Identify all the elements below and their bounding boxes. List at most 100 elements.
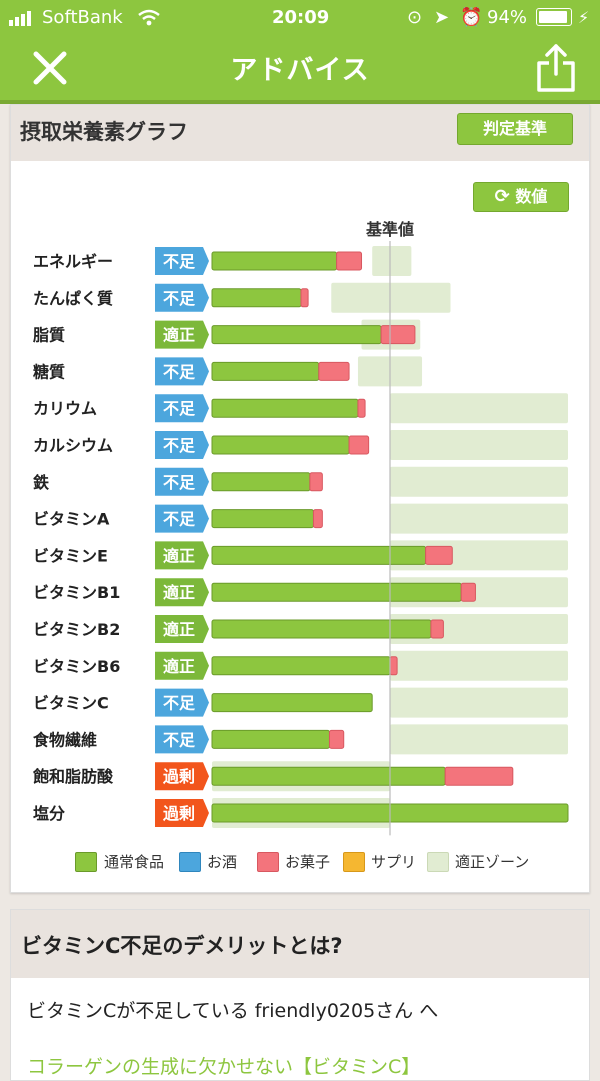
chart-row: ビタミンB2 適正: [33, 614, 568, 644]
nutrient-label: ビタミンA: [33, 510, 110, 529]
alarm-icon: ⏰: [460, 7, 483, 28]
nutrient-label: ビタミンC: [33, 694, 109, 713]
nav-shadow: [0, 100, 600, 104]
status-label: 不足: [163, 399, 196, 418]
nutrient-label: 食物繊維: [32, 730, 97, 749]
zone-band: [372, 246, 412, 276]
chart-row: 食物繊維 不足: [32, 724, 568, 755]
carrier-label: SoftBank: [42, 7, 123, 28]
snack-bar: [300, 288, 309, 308]
battery-percent: 94%: [487, 7, 528, 28]
food-bar: [211, 288, 302, 308]
nutrient-label: たんぱく質: [33, 289, 113, 308]
charging-icon: ⚡: [578, 8, 590, 27]
close-icon[interactable]: [30, 48, 70, 88]
chart-row: ビタミンA 不足: [33, 503, 568, 534]
zone-band: [390, 393, 568, 424]
zone-band: [390, 724, 568, 755]
snack-bar: [380, 325, 416, 345]
toggle-values-label: 数値: [515, 187, 548, 206]
snack-bar: [430, 619, 444, 639]
status-badge: [155, 725, 209, 754]
status-label: 不足: [163, 362, 196, 381]
chart-row: 塩分 過剰: [33, 798, 569, 828]
nutrient-label: 脂質: [33, 326, 65, 345]
food-bar: [211, 325, 382, 345]
snack-bar: [389, 656, 398, 676]
legend-swatch-alcohol: [179, 852, 201, 872]
status-label: 適正: [163, 546, 195, 565]
food-bar: [211, 361, 320, 381]
advice-body: ビタミンCが不足している friendly0205さん へ: [27, 1000, 439, 1022]
status-label: 不足: [163, 436, 196, 455]
chart-row: ビタミンC 不足: [33, 687, 568, 718]
status-label: 不足: [163, 510, 196, 529]
nutrient-graph-card: 摂取栄養素グラフ 判定基準 ⟳ 数値 エネルギー 不足 たんぱく質 不足 脂質 適正 糖質不…: [10, 104, 590, 893]
nutrient-label: ビタミンB2: [33, 620, 120, 639]
food-bar: [211, 582, 462, 602]
snack-bar: [444, 766, 514, 786]
status-badge: [155, 762, 209, 791]
status-badge: [155, 320, 209, 349]
legend: 通常食品 お酒 お菓子 サプリ 適正ゾーン: [11, 850, 589, 872]
status-bar: SoftBank 20:09 ⊙ ➤ ⏰ 94% ⚡: [0, 0, 600, 34]
status-badge: [155, 283, 209, 312]
zone-band: [390, 687, 568, 718]
criteria-button[interactable]: 判定基準: [457, 113, 573, 145]
legend-swatch-supplement: [343, 852, 365, 872]
food-bar: [211, 509, 314, 529]
food-bar: [211, 766, 446, 786]
chart-row: ビタミンB1 適正: [33, 577, 568, 608]
snack-bar: [312, 509, 323, 529]
status-badge: [155, 578, 209, 607]
advice-link[interactable]: コラーゲンの生成に欠かせない【ビタミンC】: [27, 1056, 421, 1078]
status-label: 適正: [163, 657, 195, 676]
food-bar: [211, 619, 432, 639]
chart-row: 鉄 不足: [33, 466, 568, 497]
food-bar: [211, 729, 330, 749]
signal-icon: [9, 11, 31, 26]
zone-band: [390, 430, 568, 460]
status-label: 不足: [163, 730, 196, 749]
food-bar: [211, 398, 359, 418]
food-bar: [211, 472, 311, 492]
legend-label-alcohol: お酒: [207, 853, 238, 871]
status-badge: [155, 651, 209, 680]
snack-bar: [357, 398, 366, 418]
status-badge: [155, 357, 209, 386]
snack-bar: [336, 251, 363, 271]
share-icon[interactable]: [534, 42, 578, 94]
chart-row: 飽和脂肪酸 過剰: [32, 761, 514, 792]
card-title: 摂取栄養素グラフ: [20, 120, 188, 144]
chart-row: エネルギー 不足: [33, 246, 412, 276]
nutrient-label: ビタミンB1: [33, 583, 120, 602]
legend-label-supplement: サプリ: [371, 853, 417, 871]
status-label: 過剰: [162, 804, 195, 823]
nutrient-label: ビタミンE: [33, 546, 108, 565]
battery-icon: [536, 8, 572, 26]
food-bar: [211, 251, 338, 271]
nutrient-label: 飽和脂肪酸: [32, 767, 114, 786]
status-badge: [155, 431, 209, 459]
nutrient-label: 糖質: [33, 362, 65, 381]
status-label: 不足: [163, 252, 196, 271]
status-label: 適正: [163, 326, 195, 345]
nutrient-label: カリウム: [33, 399, 97, 418]
card-header: 摂取栄養素グラフ 判定基準: [11, 105, 589, 161]
legend-label-zone: 適正ゾーン: [455, 853, 530, 871]
rotation-lock-icon: ⊙: [407, 7, 423, 28]
chart-row: たんぱく質 不足: [33, 282, 451, 313]
snack-bar: [348, 435, 370, 455]
zone-band: [390, 503, 568, 534]
status-label: 不足: [163, 473, 196, 492]
page-title: アドバイス: [230, 55, 370, 86]
status-label: 適正: [163, 583, 195, 602]
food-bar: [211, 656, 391, 676]
toggle-values-button[interactable]: ⟳ 数値: [473, 182, 569, 212]
status-label: 不足: [163, 289, 196, 308]
status-badge: [155, 688, 209, 717]
location-icon: ➤: [434, 7, 450, 28]
chart-row: 糖質 不足: [33, 356, 423, 387]
zone-band: [390, 650, 568, 681]
